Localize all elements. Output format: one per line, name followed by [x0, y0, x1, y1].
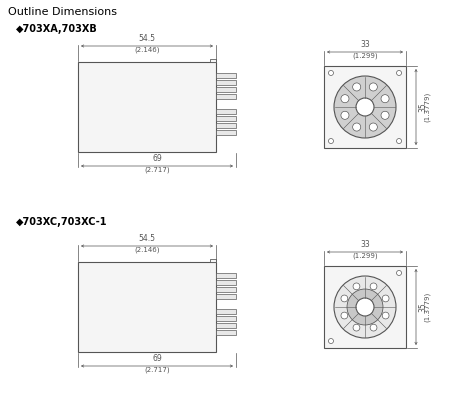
Text: (2.146): (2.146): [134, 47, 160, 53]
Circle shape: [397, 271, 401, 276]
Bar: [216, 123, 236, 128]
Text: 35: 35: [418, 302, 427, 312]
Text: (1.3779): (1.3779): [424, 292, 430, 322]
Bar: [216, 130, 236, 135]
Circle shape: [382, 295, 389, 302]
Circle shape: [356, 98, 374, 116]
Text: ◆703XA,703XB: ◆703XA,703XB: [16, 24, 98, 34]
Bar: [324, 66, 406, 148]
Circle shape: [381, 111, 389, 119]
Circle shape: [353, 83, 361, 91]
Text: 54.5: 54.5: [138, 234, 155, 243]
Bar: [78, 262, 216, 352]
Circle shape: [341, 295, 348, 302]
Bar: [216, 316, 236, 321]
Bar: [210, 59, 216, 62]
Circle shape: [328, 70, 334, 75]
Circle shape: [353, 123, 361, 131]
Text: (1.3779): (1.3779): [424, 92, 430, 122]
Circle shape: [397, 138, 401, 143]
Text: (2.717): (2.717): [144, 166, 170, 173]
Text: 35: 35: [418, 102, 427, 112]
Text: ◆703XC,703XC-1: ◆703XC,703XC-1: [16, 217, 108, 227]
Circle shape: [328, 339, 334, 344]
Circle shape: [356, 298, 374, 316]
Bar: [324, 266, 406, 348]
Bar: [216, 80, 236, 85]
Bar: [216, 294, 236, 299]
Circle shape: [370, 283, 377, 290]
Text: 33: 33: [360, 40, 370, 49]
Circle shape: [334, 76, 396, 138]
Text: (1.299): (1.299): [352, 53, 378, 59]
Bar: [216, 287, 236, 292]
Circle shape: [353, 324, 360, 331]
Bar: [216, 109, 236, 114]
Circle shape: [397, 70, 401, 75]
Circle shape: [341, 312, 348, 319]
Bar: [216, 87, 236, 92]
Circle shape: [370, 324, 377, 331]
Circle shape: [334, 276, 396, 338]
Text: 69: 69: [152, 154, 162, 163]
Text: (1.299): (1.299): [352, 253, 378, 259]
Text: 69: 69: [152, 354, 162, 363]
Circle shape: [353, 283, 360, 290]
Circle shape: [341, 111, 349, 119]
Circle shape: [369, 123, 377, 131]
Bar: [78, 62, 216, 152]
Bar: [216, 116, 236, 121]
Circle shape: [381, 95, 389, 103]
Text: 54.5: 54.5: [138, 34, 155, 43]
Bar: [216, 309, 236, 314]
Bar: [216, 273, 236, 278]
Bar: [216, 330, 236, 335]
Text: (2.717): (2.717): [144, 367, 170, 373]
Bar: [216, 73, 236, 78]
Bar: [210, 259, 216, 262]
Circle shape: [341, 95, 349, 103]
Text: 33: 33: [360, 240, 370, 249]
Circle shape: [328, 138, 334, 143]
Circle shape: [369, 83, 377, 91]
Circle shape: [347, 289, 383, 325]
Bar: [216, 94, 236, 99]
Bar: [216, 323, 236, 328]
Text: Outline Dimensions: Outline Dimensions: [8, 7, 117, 17]
Bar: [216, 280, 236, 285]
Circle shape: [382, 312, 389, 319]
Text: (2.146): (2.146): [134, 246, 160, 253]
